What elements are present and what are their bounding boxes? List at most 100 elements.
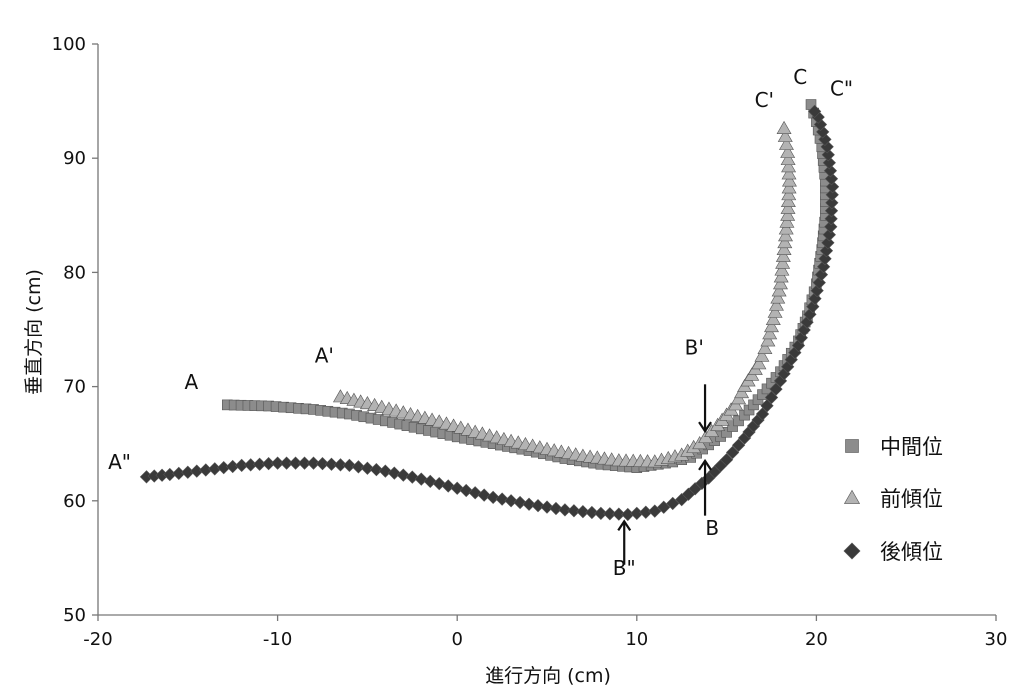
data-point <box>760 333 776 347</box>
data-point <box>822 228 836 242</box>
arrow-head <box>617 519 632 531</box>
data-point <box>822 156 836 170</box>
data-point <box>816 125 830 139</box>
data-point <box>513 495 527 510</box>
data-point <box>778 136 794 150</box>
data-point <box>780 151 796 166</box>
data-point <box>780 207 796 221</box>
data-point <box>441 479 455 493</box>
data-point <box>823 164 838 178</box>
data-point <box>594 506 608 520</box>
y-tick-label: 60 <box>63 491 86 512</box>
data-point <box>776 241 792 255</box>
data-point <box>797 323 811 337</box>
data-point <box>297 456 312 470</box>
data-point <box>333 458 348 472</box>
point-annotation: C <box>793 65 807 89</box>
data-point <box>450 481 464 495</box>
y-tick-label: 80 <box>63 262 86 283</box>
data-point <box>603 507 617 521</box>
data-point <box>522 497 536 511</box>
tick-labels: -20 -10 0 10 20 30 50 60 70 80 90 100 <box>52 34 1008 650</box>
data-point <box>757 340 773 354</box>
legend-label: 後傾位 <box>880 540 943 564</box>
data-point <box>774 262 790 276</box>
data-point <box>369 463 384 477</box>
data-point <box>567 504 581 518</box>
legend-item: 前傾位 <box>843 487 943 511</box>
data-point <box>719 453 734 467</box>
y-tick-label: 50 <box>63 605 86 626</box>
point-annotation: A" <box>108 450 131 474</box>
legend-marker <box>843 489 861 504</box>
data-point <box>486 490 500 504</box>
data-point <box>549 501 563 516</box>
data-point <box>531 499 545 513</box>
data-point <box>814 268 829 282</box>
x-tick-label: 10 <box>625 629 648 650</box>
data-point <box>777 128 793 142</box>
data-point <box>576 505 590 519</box>
arrow-head <box>698 421 712 434</box>
data-point <box>773 269 789 283</box>
legend-label: 中間位 <box>880 435 943 459</box>
point-annotation: B <box>705 516 719 540</box>
data-point <box>825 188 839 202</box>
data-point <box>813 117 828 132</box>
point-annotation: A' <box>315 344 334 368</box>
legend-marker <box>845 439 859 453</box>
annotations-layer: A A' A" B' B B" C C' C" <box>108 65 853 580</box>
data-point <box>781 159 797 173</box>
series-square <box>222 99 831 473</box>
data-point <box>396 468 410 482</box>
data-point <box>306 456 321 470</box>
data-point <box>725 445 740 460</box>
data-point <box>731 438 746 452</box>
series-layer <box>139 99 840 522</box>
point-annotation: B' <box>685 336 704 360</box>
data-point <box>807 104 822 119</box>
data-point <box>824 172 839 186</box>
point-annotation: B" <box>613 556 636 580</box>
annotation-arrow <box>617 519 632 565</box>
data-point <box>762 326 778 340</box>
data-point <box>818 132 832 146</box>
data-point <box>414 472 428 486</box>
data-point <box>495 492 509 506</box>
legend-item: 中間位 <box>845 435 943 459</box>
data-point <box>585 505 599 520</box>
y-tick-label: 100 <box>52 34 86 55</box>
arrows-layer <box>617 384 712 565</box>
data-point <box>781 166 797 180</box>
data-point <box>770 290 786 304</box>
x-tick-label: 30 <box>985 629 1008 650</box>
data-point <box>771 283 787 297</box>
data-point <box>733 415 744 427</box>
x-tick-label: -10 <box>263 629 292 650</box>
data-point <box>378 464 392 478</box>
data-point <box>279 456 294 470</box>
data-point <box>818 252 832 266</box>
series-triangle <box>332 120 797 468</box>
data-point <box>779 214 795 228</box>
data-point <box>825 196 839 210</box>
data-point <box>819 244 834 258</box>
data-point <box>751 356 767 370</box>
data-point <box>342 458 357 473</box>
x-tick-label: 0 <box>451 629 462 650</box>
data-point <box>825 180 840 194</box>
data-point <box>405 470 419 484</box>
point-annotation: C' <box>755 88 774 112</box>
data-point <box>754 348 770 362</box>
data-point <box>773 276 788 290</box>
data-point <box>432 477 446 491</box>
data-point <box>777 235 793 249</box>
legend-label: 前傾位 <box>880 487 943 511</box>
data-point <box>824 212 838 226</box>
data-point <box>776 120 792 134</box>
legend-item: 後傾位 <box>843 540 943 564</box>
data-point <box>315 457 330 471</box>
data-point <box>477 488 491 502</box>
data-point <box>765 311 781 325</box>
data-point <box>727 421 738 432</box>
